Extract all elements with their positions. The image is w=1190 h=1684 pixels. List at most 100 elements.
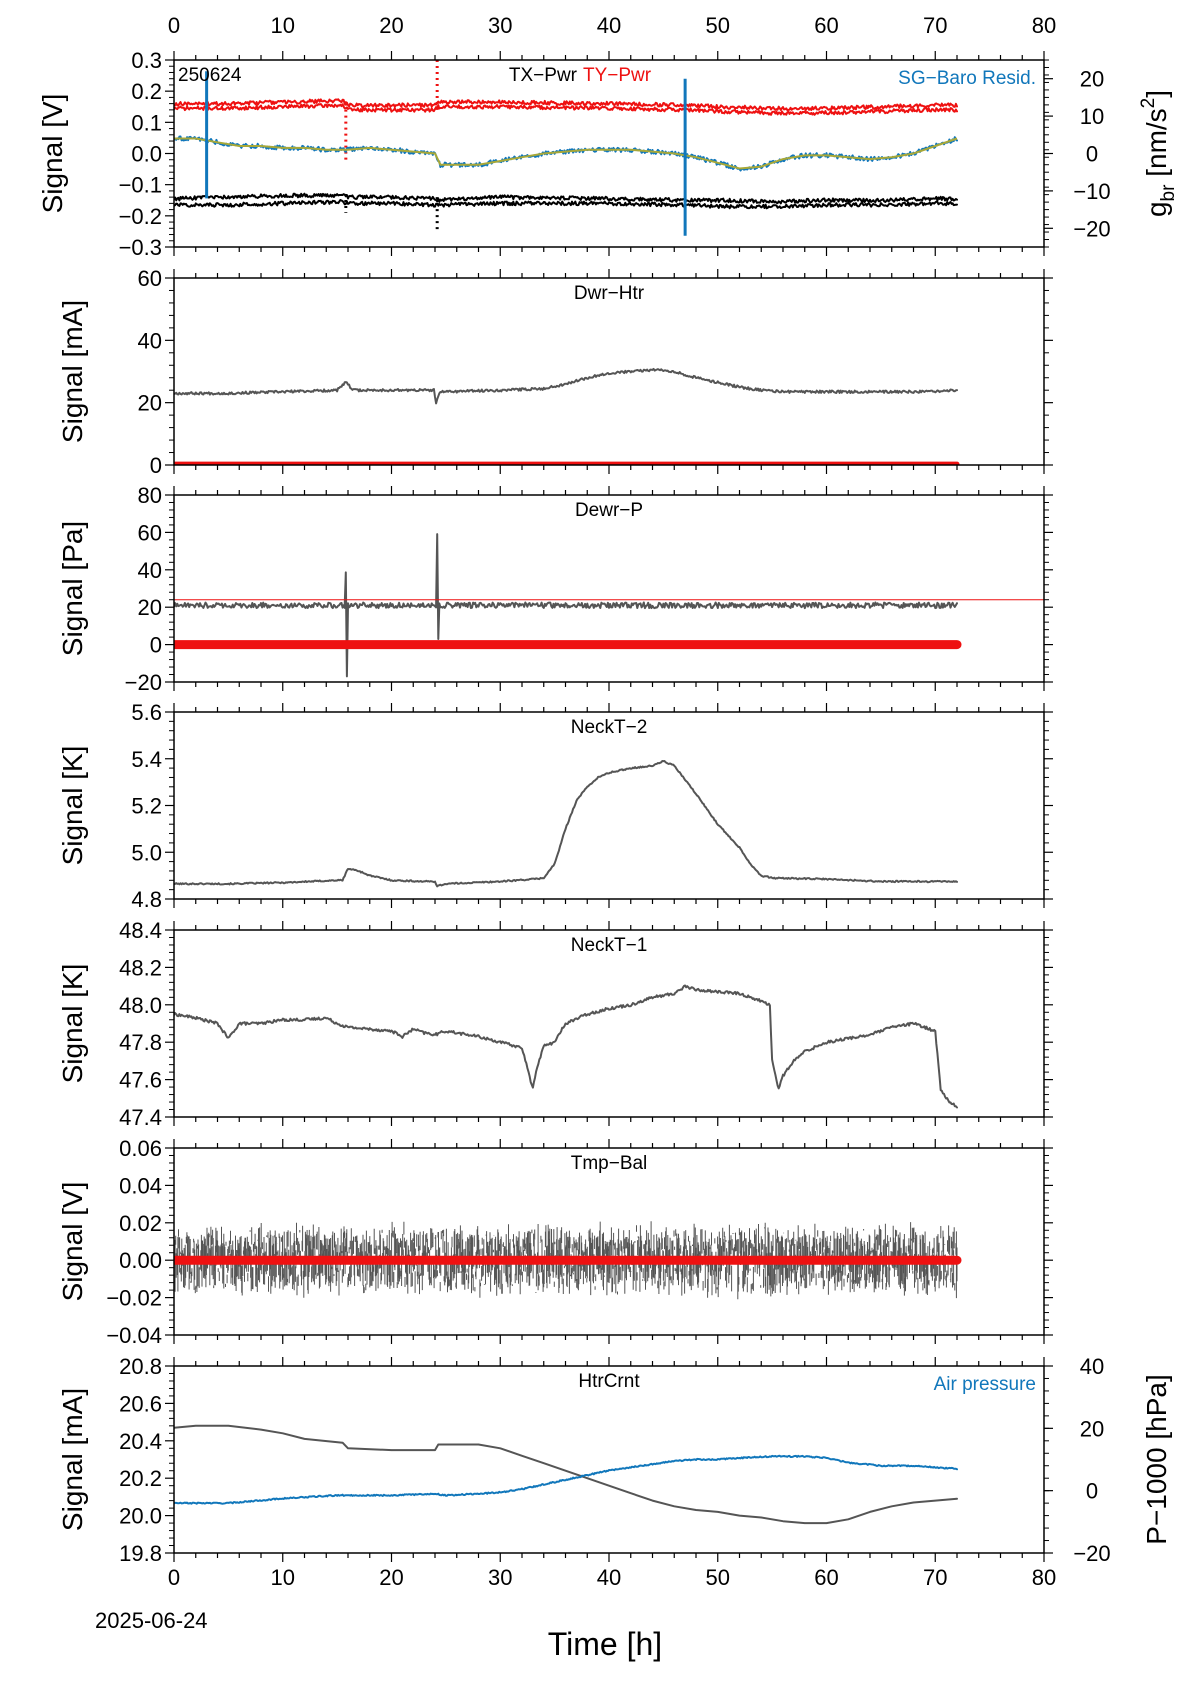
y-tick-label: −0.02 xyxy=(106,1286,162,1311)
y-tick-label: 4.8 xyxy=(131,887,162,912)
series-sg-baro-fit xyxy=(174,137,958,170)
y-tick-label: −0.2 xyxy=(119,204,162,229)
legend-ty-pwr: TY−Pwr xyxy=(583,65,652,86)
x-tick-label-bottom: 80 xyxy=(1032,1565,1056,1590)
y2-tick-label: 20 xyxy=(1080,67,1104,92)
panel-5: 47.4 47.6 47.8 48.0 48.2 48.4 Signal [K] NeckT−… xyxy=(57,918,1053,1130)
x-tick-label-bottom: 30 xyxy=(488,1565,512,1590)
x-tick-label-top: 30 xyxy=(488,13,512,38)
y-tick-label: 0.3 xyxy=(131,48,162,73)
y-tick-label: 48.4 xyxy=(119,918,162,943)
panel-title: TX−Pwr TY−Pwr xyxy=(509,65,652,86)
y2-label-y2label_end: ] xyxy=(1141,90,1172,98)
y-tick-label: 60 xyxy=(138,266,162,291)
y2-tick-label: 0 xyxy=(1086,142,1098,167)
y-tick-label: 5.4 xyxy=(131,747,162,772)
x-tick-label-bottom: 0 xyxy=(168,1565,180,1590)
panel-frame xyxy=(173,711,1045,900)
y-tick-label: 47.6 xyxy=(119,1068,162,1093)
y-axis-label: Signal [V] xyxy=(37,94,68,214)
panel-6: −0.04 −0.02 0.00 0.02 0.04 0.06 Signal [V] Tmp−… xyxy=(57,1136,1053,1348)
x-tick-label-top: 80 xyxy=(1032,13,1056,38)
series-gray-0 xyxy=(174,1424,958,1525)
y-tick-label: 0.04 xyxy=(119,1173,162,1198)
y-axis-label: Signal [K] xyxy=(57,746,88,866)
y-tick-label: 19.8 xyxy=(119,1541,162,1566)
y2-label-y2label_main: g xyxy=(1141,201,1172,217)
panel-frame xyxy=(173,1365,1045,1554)
y-tick-label: 0.1 xyxy=(131,110,162,135)
panel-frame xyxy=(173,277,1045,466)
panel-4: 4.8 5.0 5.2 5.4 5.6 Signal [K] NeckT−2 xyxy=(57,700,1053,912)
y2-label-y2label_sub: br xyxy=(1158,184,1179,202)
y-tick-label: 20 xyxy=(138,391,162,416)
y-tick-label: 47.4 xyxy=(119,1105,162,1130)
y-tick-label: 0.2 xyxy=(131,79,162,104)
legend-tx-pwr: TX−Pwr xyxy=(509,65,578,86)
y2-tick-label: 20 xyxy=(1080,1416,1104,1441)
y2-label-y2label_sup: 2 xyxy=(1138,98,1159,109)
y-tick-label: 0.02 xyxy=(119,1211,162,1236)
y2-axis-label: P−1000 [hPa] xyxy=(1141,1374,1172,1544)
x-tick-label-bottom: 10 xyxy=(271,1565,295,1590)
plot-area xyxy=(174,984,958,1109)
y-tick-label: 0 xyxy=(150,633,162,658)
plot-area xyxy=(174,533,1044,678)
plot-area xyxy=(174,1221,962,1300)
series-ty-pwr-2- xyxy=(174,103,958,116)
panel-2: 0 20 40 60 Signal [mA] Dwr−Htr xyxy=(57,266,1053,478)
y-tick-label: 20.8 xyxy=(119,1354,162,1379)
right-legend: Air pressure xyxy=(934,1374,1036,1395)
y2-axis-label: gbr [nm/s2] xyxy=(1138,90,1179,217)
plot-area xyxy=(174,367,960,465)
y-tick-label: −0.1 xyxy=(119,173,162,198)
x-tick-label-top: 10 xyxy=(271,13,295,38)
series-gray-0 xyxy=(174,760,958,888)
y-tick-label: 0.06 xyxy=(119,1136,162,1161)
panel-title: Dwr−Htr xyxy=(574,283,645,304)
plot-area xyxy=(174,60,958,236)
series-gray-0 xyxy=(174,984,958,1109)
y-tick-label: 48.2 xyxy=(119,955,162,980)
y2-tick-label: 10 xyxy=(1080,104,1104,129)
y-tick-label: 40 xyxy=(138,558,162,583)
panel-title: Tmp−Bal xyxy=(571,1153,648,1174)
right-legend: SG−Baro Resid. xyxy=(898,68,1036,89)
x-tick-labels: 0 0 10 10 20 20 30 30 40 40 50 50 60 60 70 70 80 80 xyxy=(168,13,1056,1590)
panel-title: NeckT−1 xyxy=(571,935,648,956)
y-tick-label: −0.3 xyxy=(119,235,162,260)
y-tick-label: 20.6 xyxy=(119,1391,162,1416)
series-gray-0 xyxy=(174,367,958,405)
x-tick-label-top: 60 xyxy=(814,13,838,38)
y2-tick-label: −10 xyxy=(1073,179,1110,204)
y-tick-label: 0.0 xyxy=(131,142,162,167)
y-axis-label: Signal [mA] xyxy=(57,1388,88,1531)
panel-1: −0.3 −0.2 −0.1 0.0 0.1 0.2 0.3 −20 −10 0 10 20 Signa… xyxy=(37,48,1179,260)
x-tick-label-top: 70 xyxy=(923,13,947,38)
y-axis-label: Signal [Pa] xyxy=(57,521,88,656)
y2-label-y2label_unit: [nm/s xyxy=(1141,108,1172,184)
y-tick-label: 0 xyxy=(150,453,162,478)
y-tick-label: 60 xyxy=(138,520,162,545)
plot-area xyxy=(174,760,958,888)
panel-title: HtrCrnt xyxy=(578,1371,640,1392)
x-tick-label-bottom: 60 xyxy=(814,1565,838,1590)
y-axis-label: Signal [V] xyxy=(57,1182,88,1302)
date-label: 2025-06-24 xyxy=(95,1608,208,1633)
y-tick-label: 0.00 xyxy=(119,1248,162,1273)
y-tick-label: 5.0 xyxy=(131,840,162,865)
series-sg-baro-resid- xyxy=(174,135,958,172)
panel-7: 19.8 20.0 20.2 20.4 20.6 20.8 −20 0 20 40 Signal [… xyxy=(57,1354,1172,1566)
y2-tick-label: −20 xyxy=(1073,216,1110,241)
y2-tick-label: 40 xyxy=(1080,1354,1104,1379)
y-tick-label: −20 xyxy=(125,670,162,695)
y-tick-label: 48.0 xyxy=(119,993,162,1018)
y-tick-label: 40 xyxy=(138,328,162,353)
panel-title: Dewr−P xyxy=(575,500,643,521)
y-tick-label: 80 xyxy=(138,483,162,508)
x-tick-label-top: 40 xyxy=(597,13,621,38)
series-tx-pwr xyxy=(174,192,958,205)
series-gray-0 xyxy=(174,533,958,678)
panel-3: −20 0 20 40 60 80 Signal [Pa] Dewr−P xyxy=(57,483,1053,695)
